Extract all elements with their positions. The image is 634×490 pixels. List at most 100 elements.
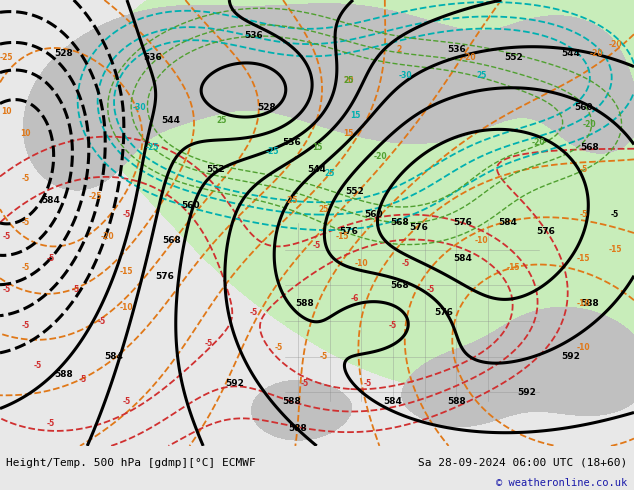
Text: -15: -15: [120, 268, 134, 276]
Text: -25: -25: [88, 192, 102, 201]
Text: 25: 25: [318, 205, 328, 214]
Text: 588: 588: [54, 370, 73, 379]
Text: -5: -5: [34, 361, 42, 370]
Text: 592: 592: [561, 352, 580, 361]
Text: -15: -15: [608, 245, 622, 254]
Text: -10: -10: [475, 236, 489, 245]
Text: 576: 576: [434, 308, 453, 317]
Text: -5: -5: [21, 321, 30, 330]
Text: 576: 576: [409, 223, 428, 232]
Text: -5: -5: [249, 308, 258, 317]
Text: 536: 536: [244, 31, 263, 40]
Text: -15: -15: [576, 254, 590, 263]
Text: 568: 568: [580, 143, 599, 151]
Text: -5: -5: [389, 321, 398, 330]
Text: Sa 28-09-2024 06:00 UTC (18+60): Sa 28-09-2024 06:00 UTC (18+60): [418, 458, 628, 467]
Text: -5: -5: [122, 210, 131, 219]
Text: -5: -5: [21, 174, 30, 183]
Text: 592: 592: [225, 379, 244, 388]
Text: -6: -6: [351, 294, 359, 303]
Text: 588: 588: [295, 299, 314, 308]
Text: 25: 25: [325, 170, 335, 178]
Text: -5: -5: [78, 374, 87, 384]
Text: 592: 592: [517, 388, 536, 397]
Text: 25: 25: [344, 76, 354, 85]
Text: -20: -20: [608, 40, 622, 49]
Text: 576: 576: [339, 227, 358, 236]
Text: 576: 576: [536, 227, 555, 236]
Text: 584: 584: [498, 219, 517, 227]
Text: -20: -20: [583, 121, 597, 129]
Text: -20: -20: [589, 49, 603, 58]
Text: 584: 584: [105, 352, 124, 361]
Text: -30: -30: [399, 72, 413, 80]
Text: 560: 560: [181, 200, 200, 210]
Text: Height/Temp. 500 hPa [gdmp][°C] ECMWF: Height/Temp. 500 hPa [gdmp][°C] ECMWF: [6, 458, 256, 467]
Text: -5: -5: [300, 379, 309, 388]
Text: 576: 576: [453, 219, 472, 227]
Text: 15: 15: [350, 111, 360, 121]
Text: -5: -5: [363, 379, 372, 388]
Text: 552: 552: [504, 53, 523, 62]
Text: -25: -25: [145, 143, 159, 151]
Text: 15: 15: [312, 143, 322, 151]
Text: 560: 560: [574, 102, 593, 112]
Text: 588: 588: [288, 423, 307, 433]
Text: -10: -10: [120, 303, 134, 312]
Text: -5: -5: [579, 165, 588, 174]
Text: -25: -25: [0, 53, 13, 62]
Text: 576: 576: [155, 272, 174, 281]
Text: 20: 20: [344, 76, 354, 85]
Text: -30: -30: [133, 102, 146, 112]
Text: -5: -5: [313, 241, 321, 250]
Text: -10: -10: [576, 343, 590, 352]
Text: -20: -20: [373, 151, 387, 161]
Text: -5: -5: [21, 263, 30, 272]
Text: -5: -5: [205, 339, 214, 348]
Text: -20: -20: [101, 232, 115, 241]
Text: 536: 536: [282, 138, 301, 147]
Text: -15: -15: [335, 232, 349, 241]
Text: -15: -15: [507, 263, 521, 272]
Text: 528: 528: [257, 102, 276, 112]
Text: -5: -5: [46, 419, 55, 428]
Text: -5: -5: [401, 259, 410, 268]
Text: -5: -5: [2, 232, 11, 241]
Text: -5: -5: [72, 285, 81, 294]
Text: 584: 584: [384, 397, 403, 406]
Text: -5: -5: [611, 210, 619, 219]
Text: 536: 536: [447, 45, 466, 53]
Text: -5: -5: [579, 210, 588, 219]
Text: -5: -5: [275, 343, 283, 352]
Text: 25: 25: [477, 72, 487, 80]
Text: 560: 560: [365, 210, 384, 219]
Text: 536: 536: [143, 53, 162, 62]
Text: 588: 588: [447, 397, 466, 406]
Text: 568: 568: [162, 236, 181, 245]
Text: 528: 528: [54, 49, 73, 58]
Text: -5: -5: [21, 219, 30, 227]
Text: 552: 552: [206, 165, 225, 174]
Text: 15: 15: [344, 129, 354, 138]
Text: -10: -10: [576, 299, 590, 308]
Text: -25: -25: [266, 147, 280, 156]
Text: -5: -5: [319, 352, 328, 361]
Text: 552: 552: [346, 187, 365, 196]
Text: 588: 588: [282, 397, 301, 406]
Text: 584: 584: [41, 196, 60, 205]
Text: -20: -20: [532, 138, 546, 147]
Text: -20: -20: [462, 53, 476, 62]
Text: 10: 10: [1, 107, 11, 116]
Text: -25: -25: [285, 196, 299, 205]
Text: 568: 568: [390, 281, 409, 290]
Text: 568: 568: [390, 219, 409, 227]
Text: -10: -10: [354, 259, 368, 268]
Text: -5: -5: [122, 397, 131, 406]
Text: 588: 588: [580, 299, 599, 308]
Text: -5: -5: [427, 285, 436, 294]
Text: 544: 544: [561, 49, 580, 58]
Text: -5: -5: [97, 317, 106, 325]
Text: 10: 10: [20, 129, 30, 138]
Text: 544: 544: [307, 165, 327, 174]
Text: -5: -5: [46, 254, 55, 263]
